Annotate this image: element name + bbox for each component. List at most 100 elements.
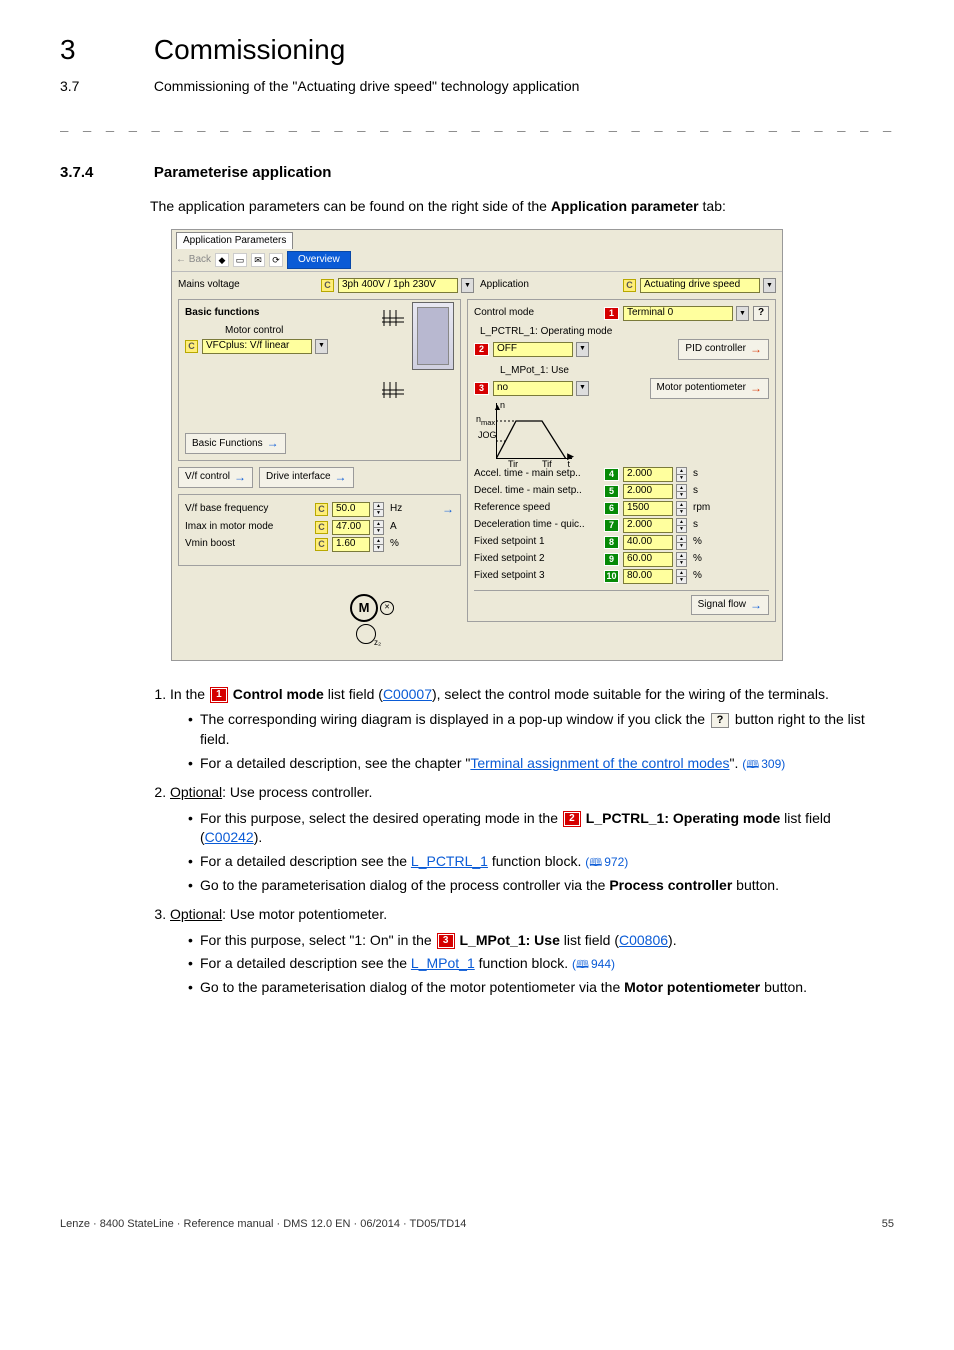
spinner-icon[interactable]: ▲▼: [676, 467, 687, 482]
step-3: Optional: Use motor potentiometer. For t…: [170, 905, 894, 997]
page-footer: Lenze · 8400 StateLine · Reference manua…: [60, 1217, 894, 1232]
spinner-icon[interactable]: ▲▼: [373, 520, 384, 535]
link-lpctrl1[interactable]: L_PCTRL_1: [411, 853, 488, 869]
toolbar-icon-3[interactable]: ✉: [251, 253, 265, 267]
param-field[interactable]: 2.000: [623, 484, 673, 499]
step-1: In the 1 Control mode list field (C00007…: [170, 685, 894, 773]
param-field[interactable]: 2.000: [623, 518, 673, 533]
arrow-right-icon: →: [267, 435, 279, 452]
motor-potentiometer-button[interactable]: Motor potentiometer→: [650, 378, 770, 399]
toolbar-icon-4[interactable]: ⟳: [269, 253, 283, 267]
arrow-right-icon[interactable]: →: [442, 501, 454, 518]
motor-control-field[interactable]: VFCplus: V/f linear: [202, 339, 312, 354]
graph-label-tir: Tir: [508, 458, 518, 471]
text: button.: [760, 979, 807, 995]
basic-functions-button[interactable]: Basic Functions →: [185, 433, 286, 454]
link-c00806[interactable]: C00806: [619, 932, 668, 948]
application-field[interactable]: Actuating drive speed: [640, 278, 760, 293]
param-field[interactable]: 1500: [623, 501, 673, 516]
inline-marker-2: 2: [564, 812, 580, 826]
transformer-icon: [380, 306, 408, 330]
imax-unit: A: [390, 520, 397, 534]
param-row: Decel. time - main setp..52.000▲▼s: [474, 484, 769, 499]
dropdown-arrow-icon[interactable]: ▼: [576, 342, 589, 357]
graph-label-tif: Tif: [542, 458, 552, 471]
graph-label-nmax: nmax: [476, 413, 495, 428]
c-badge-icon: C: [623, 279, 636, 292]
section-heading: 3.7.4 Parameterise application: [60, 162, 894, 183]
spinner-icon[interactable]: ▲▼: [676, 501, 687, 516]
arrow-right-icon: →: [335, 469, 347, 486]
tab-header: Application Parameters: [172, 230, 782, 249]
text: The corresponding wiring diagram is disp…: [200, 711, 709, 727]
vminboost-field[interactable]: 1.60: [332, 537, 370, 552]
text: In the: [170, 686, 209, 702]
spinner-icon[interactable]: ▲▼: [373, 502, 384, 517]
arrow-right-icon: →: [750, 341, 762, 358]
dropdown-arrow-icon[interactable]: ▼: [461, 278, 474, 293]
spinner-icon[interactable]: ▲▼: [676, 518, 687, 533]
overview-button[interactable]: Overview: [287, 251, 351, 269]
imax-field[interactable]: 47.00: [332, 520, 370, 535]
link-lmpot1[interactable]: L_MPot_1: [411, 955, 475, 971]
dropdown-arrow-icon[interactable]: ▼: [763, 278, 776, 293]
spinner-icon[interactable]: ▲▼: [676, 535, 687, 550]
help-button[interactable]: ?: [753, 306, 769, 321]
intro-bold: Application parameter: [551, 198, 699, 214]
param-field[interactable]: 60.00: [623, 552, 673, 567]
signal-flow-button[interactable]: Signal flow→: [691, 595, 769, 616]
chapter-title: Commissioning: [154, 30, 345, 69]
spinner-icon[interactable]: ▲▼: [676, 552, 687, 567]
book-icon: 🕮: [589, 857, 602, 869]
toolbar-icon-1[interactable]: ◆: [215, 253, 229, 267]
param-field[interactable]: 80.00: [623, 569, 673, 584]
control-mode-field[interactable]: Terminal 0: [623, 306, 733, 321]
spinner-icon[interactable]: ▲▼: [373, 537, 384, 552]
param-label: Deceleration time - quic..: [474, 518, 600, 532]
param-label: Reference speed: [474, 501, 600, 515]
application-label: Application: [480, 278, 529, 292]
spinner-icon[interactable]: ▲▼: [676, 484, 687, 499]
back-button[interactable]: ← Back: [176, 253, 211, 267]
pid-controller-button-label: PID controller: [685, 342, 746, 356]
basic-functions-button-label: Basic Functions: [192, 437, 263, 451]
page-ref[interactable]: (🕮972): [585, 855, 628, 869]
link-c00242[interactable]: C00242: [205, 829, 254, 845]
text: function block.: [475, 955, 568, 971]
step-2: Optional: Use process controller. For th…: [170, 783, 894, 895]
text-bold: Motor potentiometer: [624, 979, 760, 995]
text: ).: [668, 932, 677, 948]
param-unit: %: [693, 535, 702, 549]
spinner-icon[interactable]: ▲▼: [676, 569, 687, 584]
subchapter-row: 3.7 Commissioning of the "Actuating driv…: [60, 77, 894, 97]
lpctrl-field[interactable]: OFF: [493, 342, 573, 357]
param-row: Reference speed61500▲▼rpm: [474, 501, 769, 516]
mains-voltage-label: Mains voltage: [178, 278, 240, 292]
lmpot-field[interactable]: no: [493, 381, 573, 396]
link-c00007[interactable]: C00007: [383, 686, 432, 702]
text: For a detailed description see the: [200, 853, 411, 869]
vf-control-button[interactable]: V/f control→: [178, 467, 253, 488]
toolbar-icon-2[interactable]: ▭: [233, 253, 247, 267]
page-ref[interactable]: (🕮944): [572, 957, 615, 971]
mains-voltage-field[interactable]: 3ph 400V / 1ph 230V: [338, 278, 458, 293]
page-ref[interactable]: (🕮309): [742, 757, 785, 771]
link-terminal-assignment[interactable]: Terminal assignment of the control modes: [470, 755, 729, 771]
param-field[interactable]: 2.000: [623, 467, 673, 482]
dropdown-arrow-icon[interactable]: ▼: [576, 381, 589, 396]
param-row: Fixed setpoint 31080.00▲▼%: [474, 569, 769, 584]
dropdown-arrow-icon[interactable]: ▼: [736, 306, 749, 321]
param-unit: %: [693, 552, 702, 566]
dropdown-arrow-icon[interactable]: ▼: [315, 339, 328, 354]
vf-base-freq-field[interactable]: 50.0: [332, 502, 370, 517]
inline-help-button[interactable]: ?: [711, 713, 729, 728]
toolbar: ← Back ◆ ▭ ✉ ⟳ Overview: [172, 249, 782, 272]
drive-interface-button[interactable]: Drive interface→: [259, 467, 353, 488]
param-field[interactable]: 40.00: [623, 535, 673, 550]
section-number: 3.7.4: [60, 162, 150, 183]
param-unit: s: [693, 518, 698, 532]
pid-controller-button[interactable]: PID controller →: [678, 339, 769, 360]
text: Go to the parameterisation dialog of the…: [200, 979, 624, 995]
marker-9: 9: [604, 553, 619, 566]
tab-application-parameters[interactable]: Application Parameters: [176, 232, 293, 249]
